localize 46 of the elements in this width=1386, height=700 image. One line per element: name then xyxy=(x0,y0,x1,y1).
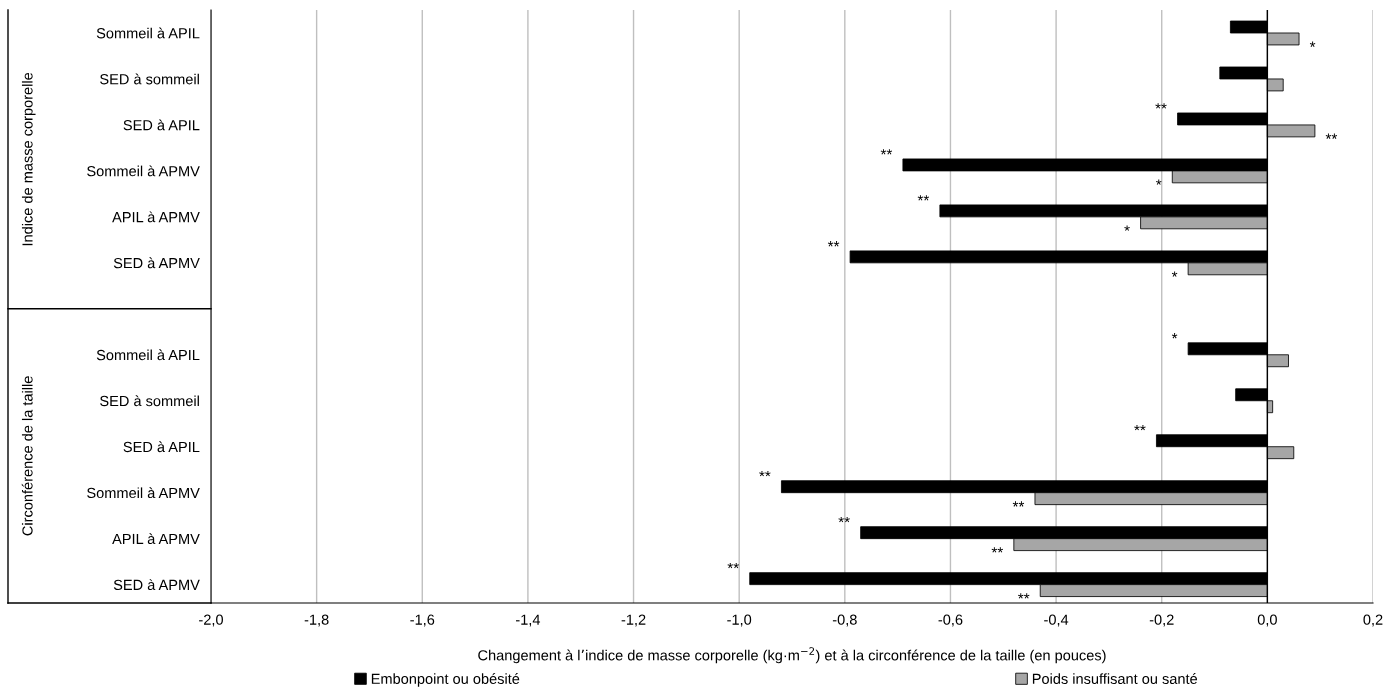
data-label: ** xyxy=(727,562,739,569)
data-label: ** xyxy=(1012,501,1025,507)
y-tick-label: SED à sommeil xyxy=(100,395,199,407)
data-label: * xyxy=(1309,41,1316,47)
y-tick-label: Sommeil à APMV xyxy=(87,487,200,499)
y-tick-label: SED à APMV xyxy=(113,257,200,269)
y-tick-label: SED à APMV xyxy=(113,579,200,591)
legend-label: Embonpoint ou obésité xyxy=(371,673,520,687)
data-label: ** xyxy=(1134,424,1146,431)
data-label: * xyxy=(1171,271,1178,277)
x-tick-label: -2,0 xyxy=(199,614,223,627)
x-tick-label: -0,6 xyxy=(938,614,963,627)
y-tick-label: APIL à APMV xyxy=(112,533,200,545)
text: Indice de masse corporelle xyxy=(21,72,36,246)
data-label: ** xyxy=(880,149,893,155)
x-tick-label: -0,8 xyxy=(832,614,857,627)
data-label: * xyxy=(1171,333,1178,339)
x-tick-label: -1,6 xyxy=(410,614,435,627)
x-tick-label: 0,0 xyxy=(1257,614,1277,627)
y-tick-label: SED à sommeil xyxy=(100,73,199,85)
x-axis-title: Changement à l’indice de masse corporelle (kg·m$^{−2}$) et à la circonférence de la taille (en pouces) xyxy=(478,647,1106,664)
y-tick-label: SED à APIL xyxy=(123,119,200,131)
y-tick-label: SED à APIL xyxy=(123,441,200,453)
y-tick-label: Sommeil à APIL xyxy=(96,27,200,39)
data-label: ** xyxy=(991,547,1004,553)
x-tick-label: -0,4 xyxy=(1044,614,1069,627)
data-label: ** xyxy=(1325,133,1338,139)
data-label: * xyxy=(1156,179,1162,185)
data-label: ** xyxy=(827,241,840,247)
x-tick-label: -1,8 xyxy=(304,614,329,627)
y-tick-label: Sommeil à APIL xyxy=(96,349,200,361)
data-label: ** xyxy=(759,470,771,477)
y-tick-label: Sommeil à APMV xyxy=(87,165,200,177)
data-label: ** xyxy=(917,195,930,201)
legend-label: Poids insuffisant ou santé xyxy=(1032,673,1198,684)
x-tick-label: -1,2 xyxy=(621,614,646,627)
data-label: ** xyxy=(1155,103,1167,109)
y-tick-label: APIL à APMV xyxy=(112,211,200,223)
x-tick-label: -1,4 xyxy=(515,614,541,627)
data-label: ** xyxy=(1018,593,1030,599)
x-tick-label: -1,0 xyxy=(727,614,752,627)
data-label: * xyxy=(1124,225,1130,231)
data-label: ** xyxy=(838,516,850,523)
x-tick-label: -0,2 xyxy=(1149,614,1174,627)
text: Circonférence de la taille xyxy=(21,376,33,536)
x-tick-label: 0,2 xyxy=(1363,614,1383,627)
